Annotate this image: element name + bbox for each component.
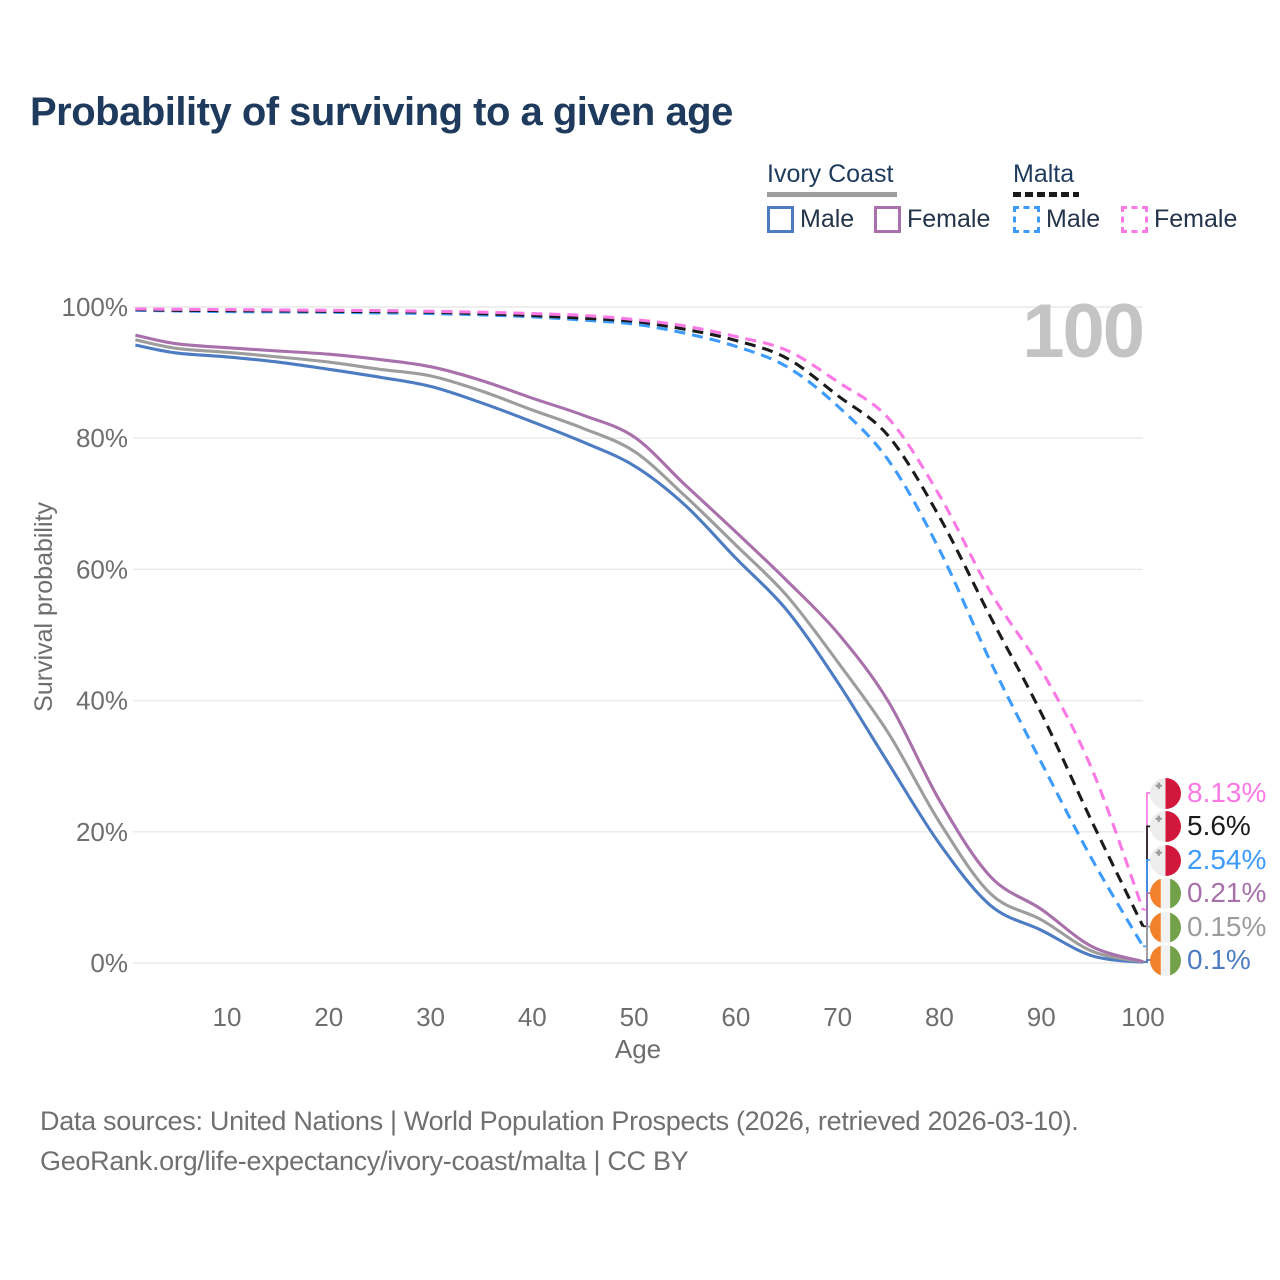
attribution-text: GeoRank.org/life-expectancy/ivory-coast/… — [40, 1146, 689, 1176]
x-tick-label: 70 — [823, 1002, 852, 1032]
ivory-coast-flag-icon — [1150, 911, 1181, 943]
x-tick-label: 100 — [1121, 1002, 1164, 1032]
line-ivory-coast-combined[interactable] — [135, 338, 1144, 964]
legend-item-ivory-coast-female[interactable]: Female — [874, 205, 990, 234]
x-tick-label: 30 — [416, 1002, 445, 1032]
y-tick-label: 0% — [90, 948, 128, 978]
line-malta-combined[interactable] — [135, 308, 1145, 927]
x-axis-title: Age — [614, 1034, 662, 1064]
y-tick-label: 20% — [76, 817, 128, 847]
y-tick-label: 60% — [76, 554, 128, 584]
y-tick-label: 100% — [62, 292, 129, 322]
end-label-value: 0.21% — [1187, 877, 1267, 908]
ivory-coast-flag-icon — [1150, 877, 1181, 909]
hover-age-watermark: 100 — [1022, 289, 1145, 374]
ivory-coast-solid-line-sample — [767, 192, 897, 197]
y-axis-title: Survival probability — [30, 502, 58, 712]
end-label-value: 5.6% — [1187, 810, 1251, 841]
x-tick-label: 20 — [314, 1002, 343, 1032]
data-sources-text: Data sources: United Nations | World Pop… — [40, 1106, 1079, 1136]
x-tick-label: 60 — [721, 1002, 750, 1032]
legend-item-label: Male — [1046, 205, 1101, 233]
line-malta-male[interactable] — [135, 308, 1145, 948]
end-label-malta-combined: 5.6% — [1150, 809, 1251, 843]
ivory-coast-male-swatch-icon — [767, 206, 794, 233]
legend-group-ivory-coast: Ivory Coast — [767, 160, 894, 188]
end-label-ivory-coast-female: 0.21% — [1150, 876, 1266, 910]
x-tick-label: 90 — [1027, 1002, 1056, 1032]
end-label-value: 2.54% — [1187, 844, 1267, 875]
malta-flag-icon — [1150, 777, 1181, 809]
malta-male-swatch-icon — [1013, 206, 1040, 233]
end-label-malta-male: 2.54% — [1150, 843, 1266, 877]
x-tick-label: 80 — [925, 1002, 954, 1032]
line-ivory-coast-male[interactable] — [135, 343, 1144, 964]
end-label-ivory-coast-male: 0.1% — [1150, 943, 1251, 977]
malta-flag-icon — [1150, 810, 1181, 842]
legend-item-label: Female — [907, 205, 991, 233]
y-tick-label: 80% — [76, 423, 128, 453]
y-tick-label: 40% — [76, 686, 128, 716]
legend-item-malta-male[interactable]: Male — [1013, 205, 1100, 234]
page-title: Probability of surviving to a given age — [30, 90, 733, 134]
x-tick-label: 10 — [213, 1002, 242, 1032]
x-tick-label: 50 — [620, 1002, 649, 1032]
malta-dashed-line-sample — [1013, 192, 1079, 197]
malta-female-swatch-icon — [1121, 206, 1148, 233]
legend-item-label: Female — [1154, 205, 1238, 233]
line-malta-female[interactable] — [135, 307, 1145, 911]
ivory-coast-female-swatch-icon — [874, 206, 901, 233]
end-label-value: 0.15% — [1187, 911, 1267, 942]
end-label-value: 8.13% — [1187, 777, 1267, 808]
ivory-coast-flag-icon — [1150, 944, 1181, 976]
x-tick-label: 40 — [518, 1002, 547, 1032]
end-label-value: 0.1% — [1187, 944, 1251, 975]
malta-flag-icon — [1150, 844, 1181, 876]
legend-item-malta-female[interactable]: Female — [1121, 205, 1237, 234]
legend-group-malta: Malta — [1013, 160, 1075, 188]
legend-item-ivory-coast-male[interactable]: Male — [767, 205, 854, 234]
legend-item-label: Male — [800, 205, 855, 233]
end-label-ivory-coast-combined: 0.15% — [1150, 910, 1266, 944]
end-label-malta-female: 8.13% — [1150, 776, 1266, 810]
line-ivory-coast-female[interactable] — [135, 333, 1144, 964]
